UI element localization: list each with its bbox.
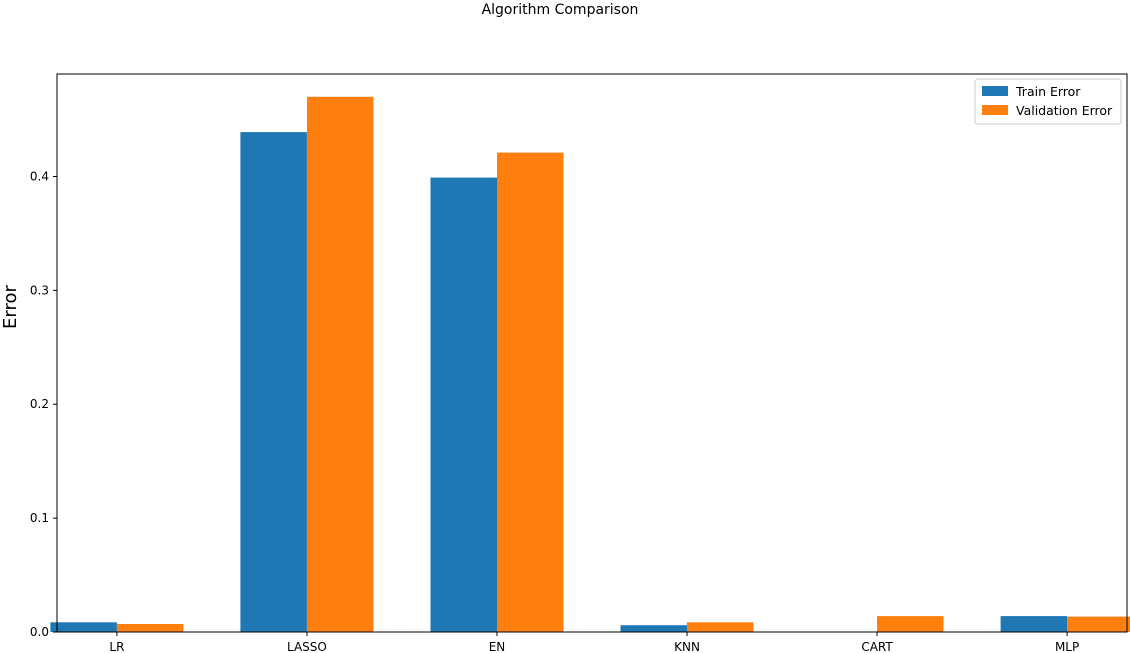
x-tick-label-lr: LR <box>109 640 124 653</box>
y-tick-label-0-0: 0.0 <box>30 625 49 639</box>
y-tick-label-0-2: 0.2 <box>30 397 49 411</box>
bar-train-error-mlp <box>1000 616 1068 632</box>
bar-validation-error-knn <box>687 622 754 632</box>
bar-validation-error-cart <box>877 616 944 632</box>
y-tick-label-0-3: 0.3 <box>30 283 49 297</box>
plot-area-frame <box>56 73 1128 633</box>
legend-label-validation-error: Validation Error <box>1016 103 1113 118</box>
legend-frame <box>974 78 1122 125</box>
legend-label-train-error: Train Error <box>1015 84 1081 99</box>
bar-train-error-lr <box>50 622 117 632</box>
chart-title: Algorithm Comparison <box>482 2 639 18</box>
x-tick-label-cart: CART <box>861 640 893 653</box>
x-tick-label-mlp: MLP <box>1055 640 1079 653</box>
x-tick-label-knn: KNN <box>674 640 700 653</box>
y-tick-label-0-4: 0.4 <box>30 169 49 183</box>
bar-train-error-lasso <box>240 132 307 632</box>
bar-validation-error-lasso <box>307 96 374 633</box>
legend-swatch-validation-error <box>982 105 1008 115</box>
x-tick-label-lasso: LASSO <box>287 640 327 653</box>
bars-layer <box>50 96 1130 633</box>
legend: Train Error Validation Error <box>974 78 1122 125</box>
bar-train-error-en <box>430 177 497 632</box>
y-axis-label: Error <box>0 284 21 328</box>
x-tick-label-en: EN <box>489 640 506 653</box>
bar-validation-error-mlp <box>1067 616 1130 632</box>
bar-train-error-knn <box>620 625 687 632</box>
bar-validation-error-en <box>497 152 564 632</box>
bar-validation-error-lr <box>116 624 184 632</box>
y-tick-label-0-1: 0.1 <box>30 511 49 525</box>
legend-swatch-train-error <box>982 86 1008 96</box>
axis-layer: LR LASSO EN KNN CART MLP 0.0 0.1 0.2 0.3 0.4 <box>30 169 1079 653</box>
